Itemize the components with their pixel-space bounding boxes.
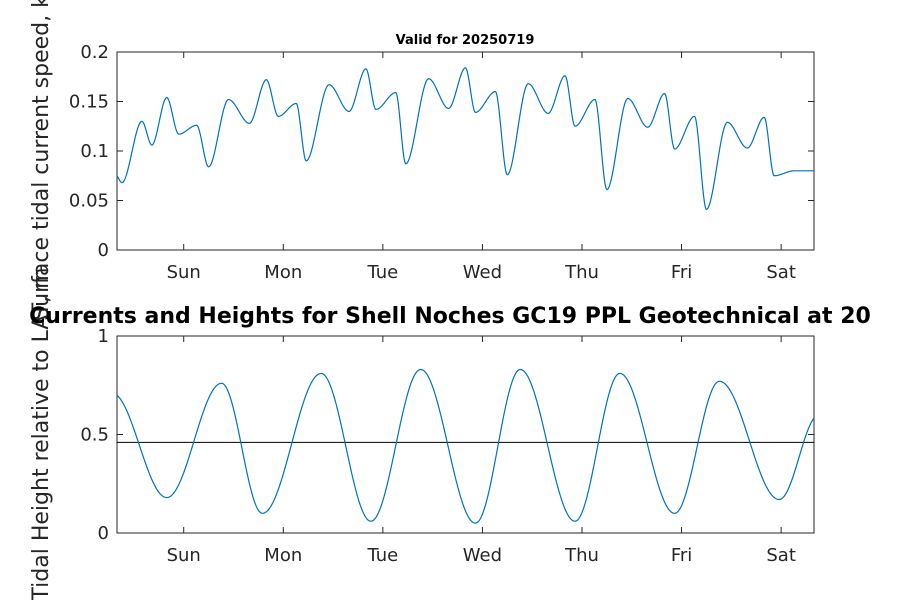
tidal-height-y-tick-label: 0.5: [80, 425, 109, 446]
tidal-height-x-tick-label: Mon: [264, 545, 302, 566]
tidal-height-x-tick-label: Thu: [564, 545, 599, 566]
current-speed-title: Valid for 20250719: [396, 33, 535, 48]
current-speed-y-tick-label: 0.15: [69, 92, 109, 113]
current-speed-plot-area: [116, 51, 815, 251]
current-speed-y-label: Surface tidal current speed, kn: [29, 0, 54, 321]
current-speed-y-tick-label: 0.2: [80, 42, 109, 63]
current-speed-axes: Sun Mon Tue Wed Thu Fri Sat 0 0.05 0.1 0.15 0.2 Val…: [29, 0, 815, 321]
tidal-height-y-label: Tidal Height relative to LAT, m: [29, 267, 54, 600]
tidal-height-x-tick-label: Tue: [366, 545, 398, 566]
current-speed-x-tick-label: Fri: [671, 262, 692, 283]
tidal-height-x-tick-label: Sat: [766, 545, 796, 566]
current-speed-x-tick-label: Thu: [564, 262, 599, 283]
tidal-height-plot-area: [116, 335, 815, 534]
current-speed-x-tick-label: Wed: [463, 262, 502, 283]
tidal-height-y-tick-label: 1: [98, 326, 109, 347]
current-speed-y-tick-label: 0.1: [80, 141, 109, 162]
current-speed-x-tick-label: Mon: [264, 262, 302, 283]
current-speed-series-line: [116, 67, 814, 211]
current-speed-x-tick-label: Tue: [366, 262, 398, 283]
tidal-height-series-line: [116, 368, 815, 524]
current-speed-x-tick-label: Sun: [167, 262, 201, 283]
tidal-height-x-tick-label: Sun: [167, 545, 201, 566]
tidal-height-axes: Sun Mon Tue Wed Thu Fri Sat 0 0.5 1 Tidal Height …: [29, 267, 815, 600]
current-speed-ticks: Sun Mon Tue Wed Thu Fri Sat 0 0.05 0.1 0.15 0.2: [69, 42, 814, 283]
current-speed-x-tick-label: Sat: [766, 262, 796, 283]
main-title: Currents and Heights for Shell Noches GC…: [29, 304, 871, 329]
current-speed-y-tick-label: 0.05: [69, 191, 109, 212]
tidal-height-x-tick-label: Fri: [671, 545, 692, 566]
tidal-height-y-tick-label: 0: [98, 523, 109, 544]
tidal-height-x-tick-label: Wed: [463, 545, 502, 566]
current-speed-y-tick-label: 0: [98, 240, 109, 261]
tidal-height-ticks: Sun Mon Tue Wed Thu Fri Sat 0 0.5 1: [80, 326, 814, 566]
